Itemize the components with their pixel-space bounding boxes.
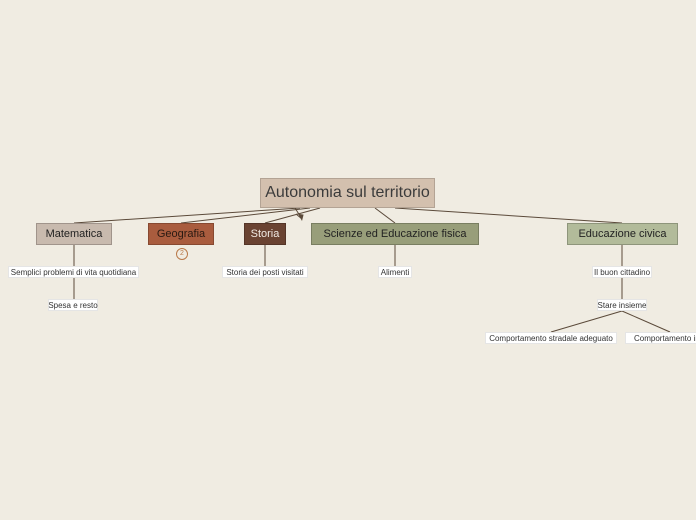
branch-storia[interactable]: Storia xyxy=(244,223,286,245)
leaf-label: Comportamento in c xyxy=(634,334,696,343)
branch-badge-geografia[interactable]: 2 xyxy=(176,248,188,260)
root-node[interactable]: Autonomia sul territorio xyxy=(260,178,435,208)
branch-label: Storia xyxy=(251,228,280,240)
leaf-label: Il buon cittadino xyxy=(594,268,650,277)
leaf-semplici[interactable]: Semplici problemi di vita quotidiana xyxy=(8,266,139,278)
leaf-stare[interactable]: Stare insieme xyxy=(597,299,647,311)
branch-label: Matematica xyxy=(46,228,103,240)
leaf-alimenti[interactable]: Alimenti xyxy=(378,266,412,278)
leaf-storiaposti[interactable]: Storia dei posti visitati xyxy=(222,266,308,278)
leaf-label: Stare insieme xyxy=(598,301,647,310)
branch-label: Geografia xyxy=(157,228,205,240)
mindmap-canvas: Autonomia sul territorio Matematica Geogra… xyxy=(0,0,696,520)
root-label: Autonomia sul territorio xyxy=(265,184,430,202)
branch-label: Scienze ed Educazione fisica xyxy=(323,228,466,240)
leaf-label: Spesa e resto xyxy=(48,301,97,310)
leaf-label: Comportamento stradale adeguato xyxy=(489,334,613,343)
branch-matematica[interactable]: Matematica xyxy=(36,223,112,245)
branch-geografia[interactable]: Geografia xyxy=(148,223,214,245)
branch-label: Educazione civica xyxy=(578,228,666,240)
leaf-comport2[interactable]: Comportamento in c xyxy=(625,332,696,344)
leaf-label: Storia dei posti visitati xyxy=(226,268,303,277)
branch-civica[interactable]: Educazione civica xyxy=(567,223,678,245)
leaf-label: Alimenti xyxy=(381,268,409,277)
connector-lines xyxy=(0,0,696,520)
leaf-cittadino[interactable]: Il buon cittadino xyxy=(592,266,652,278)
leaf-stradale[interactable]: Comportamento stradale adeguato xyxy=(485,332,617,344)
leaf-label: Semplici problemi di vita quotidiana xyxy=(11,268,136,277)
branch-scienze[interactable]: Scienze ed Educazione fisica xyxy=(311,223,479,245)
leaf-spesa[interactable]: Spesa e resto xyxy=(48,299,98,311)
